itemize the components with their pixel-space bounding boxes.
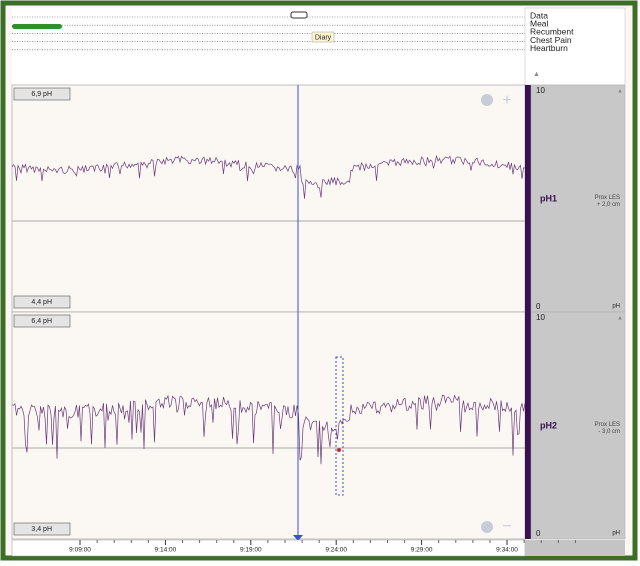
zoom-in[interactable]: + [502, 92, 511, 109]
time-label: 9:09:00 [69, 547, 91, 554]
time-label: 9:24:00 [325, 547, 347, 554]
range-label-box [13, 522, 71, 536]
time-label: 9:19:00 [240, 547, 262, 554]
channel-name: pH2 [540, 420, 557, 430]
diary-marker[interactable] [290, 11, 308, 19]
time-label: 9:14:00 [155, 547, 177, 554]
channel-name: pH1 [540, 193, 557, 203]
selection-box[interactable] [335, 356, 344, 496]
time-label: 9:34:00 [496, 547, 518, 554]
diary-legend [524, 7, 626, 86]
diary-row-label: Meal [530, 18, 549, 28]
scale-top: 10 [536, 86, 545, 95]
cursor-handle[interactable] [293, 535, 303, 541]
diary-row-label: Heartburn [530, 43, 568, 53]
plot-area [11, 311, 526, 540]
zoom-down[interactable] [481, 521, 493, 533]
channel-panel [530, 311, 626, 540]
panel-arrow[interactable]: ▲ [617, 89, 623, 95]
range-label-box [13, 87, 71, 101]
diary-area [12, 8, 525, 85]
scale-bottom: 0 [536, 302, 541, 311]
unit: pH [612, 304, 620, 310]
range-label: 4,4 pH [31, 299, 52, 306]
time-label: 9:29:00 [411, 547, 433, 554]
channel-panel [530, 84, 626, 313]
channel-position: Prox LES - 3,0 cm [595, 422, 620, 435]
diary-row-label: Data [530, 10, 548, 20]
ph-trace [11, 394, 526, 465]
zoom-out[interactable]: − [502, 518, 511, 535]
collapse-arrow[interactable]: ▲ [533, 71, 540, 78]
ph-trace [11, 154, 526, 199]
zoom-up[interactable] [481, 94, 493, 106]
unit: pH [612, 531, 620, 537]
plot-area [11, 84, 526, 313]
channel-strip [525, 85, 531, 312]
range-label: 6,9 pH [31, 91, 52, 98]
selection-point [337, 448, 341, 452]
tooltip-box [311, 31, 335, 43]
range-label-box [13, 314, 71, 328]
range-label: 3,4 pH [31, 526, 52, 533]
range-label: 6,4 pH [31, 318, 52, 325]
scale-bottom: 0 [536, 529, 541, 538]
range-label-box [13, 295, 71, 309]
channel-strip [525, 312, 531, 539]
meal-bar[interactable] [12, 24, 62, 29]
diary-row-label: Chest Pain [530, 35, 572, 45]
scale-top: 10 [536, 313, 545, 322]
tooltip: Diary [315, 34, 332, 41]
diary-row-label: Recumbent [530, 27, 574, 37]
panel-arrow[interactable]: ▲ [617, 316, 623, 322]
channel-position: Prox LES + 2,0 cm [595, 195, 620, 208]
axis-corner [525, 540, 625, 556]
